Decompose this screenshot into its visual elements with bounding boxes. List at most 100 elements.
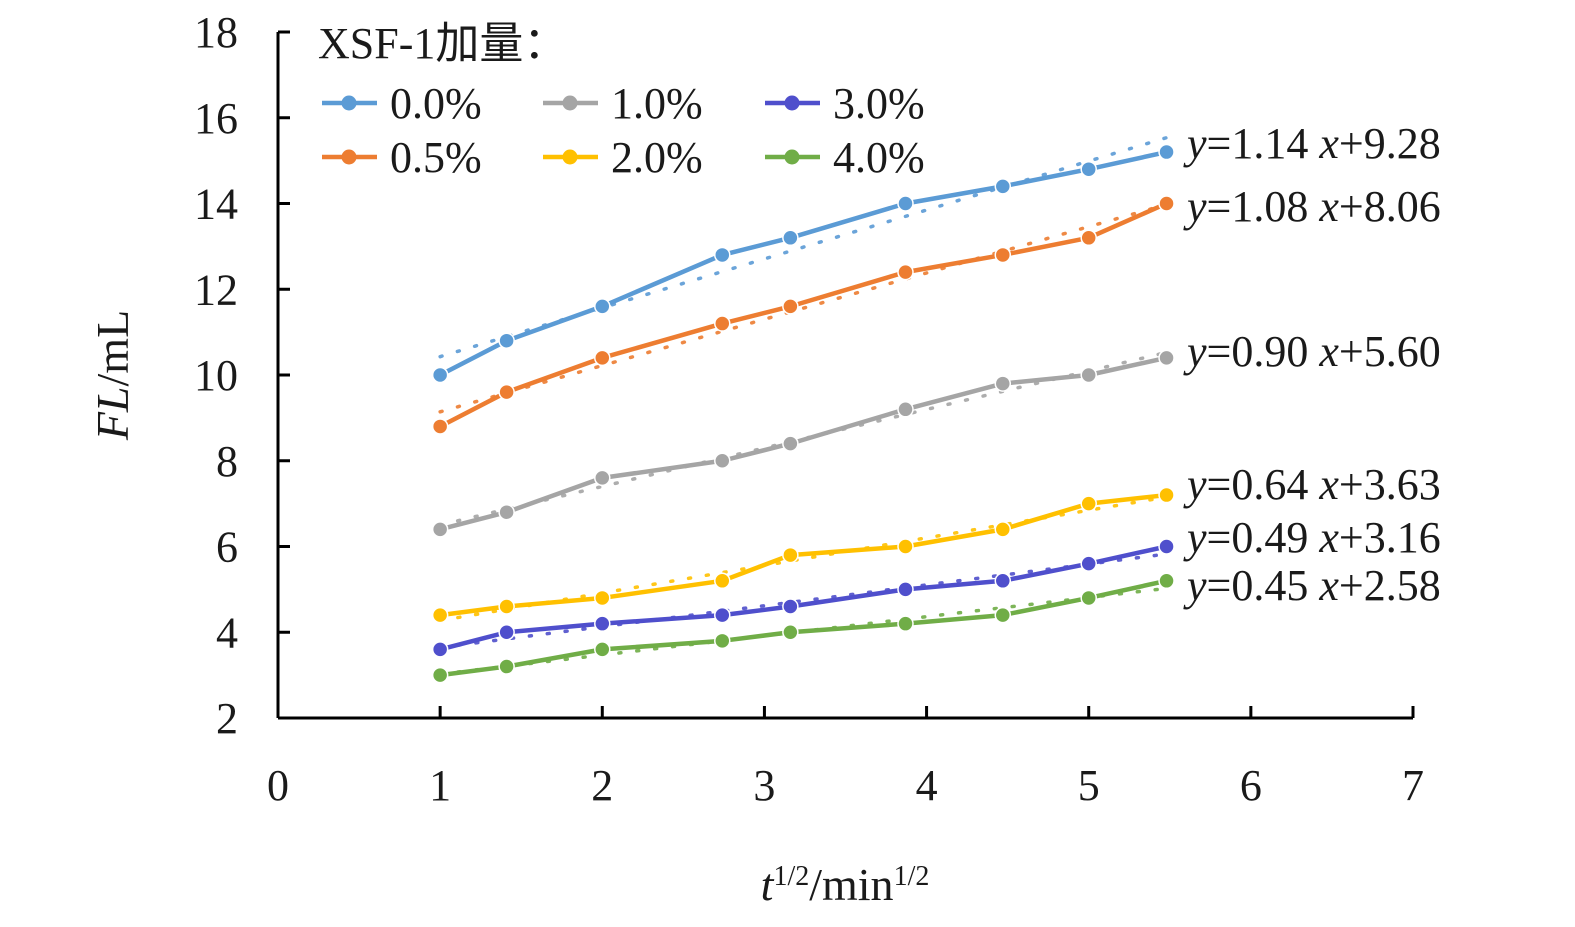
- data-point-3-0-: [498, 624, 515, 641]
- data-point-1-0-: [594, 469, 611, 487]
- x-tick-label: 7: [1402, 761, 1424, 810]
- legend-swatch-marker: [562, 149, 578, 165]
- equation-label-1-0-: y=0.90 x+5.60: [1183, 327, 1441, 376]
- equation-labels: y=1.14 x+9.28 y=1.08 x+8.06 y=0.90 x+5.60 y…: [1183, 119, 1441, 610]
- trendline-1-0-: [438, 350, 1169, 527]
- legend-swatch-marker: [784, 149, 800, 165]
- data-point-1-0-: [897, 401, 914, 418]
- legend-item-0-5-: 0.5%: [322, 133, 482, 182]
- equation-label-0-5-: y=1.08 x+8.06: [1183, 182, 1441, 231]
- x-axis-label-unit: /min: [809, 859, 893, 910]
- legend-swatch-marker: [341, 149, 357, 165]
- y-tick-label: 10: [194, 351, 238, 400]
- data-point-1-0-: [714, 452, 731, 469]
- trendlines: [438, 135, 1169, 676]
- equation-label-2-0-: y=0.64 x+3.63: [1183, 460, 1441, 509]
- data-point-2-0-: [1158, 486, 1175, 504]
- data-point-0-0-: [1080, 160, 1097, 178]
- y-axis-label-unit: /mL: [87, 310, 138, 387]
- data-point-1-0-: [431, 521, 449, 538]
- trendline-3-0-: [438, 552, 1169, 650]
- data-point-3-0-: [1080, 555, 1097, 572]
- y-axis-label-italic: FL: [87, 386, 138, 441]
- data-point-0-5-: [431, 418, 449, 435]
- data-point-2-0-: [1080, 495, 1097, 512]
- x-tick-label: 0: [267, 761, 289, 810]
- data-point-0-5-: [498, 383, 515, 401]
- y-tick-label: 12: [194, 265, 238, 314]
- data-point-1-0-: [994, 375, 1012, 392]
- data-point-4-0-: [498, 658, 515, 675]
- legend-label: 0.0%: [390, 79, 482, 128]
- legend-label: 4.0%: [833, 133, 925, 182]
- data-point-3-0-: [897, 581, 914, 598]
- series-lines: [431, 143, 1175, 684]
- x-tick-label: 4: [916, 761, 938, 810]
- x-tick-label: 6: [1240, 761, 1262, 810]
- legend-item-4-0-: 4.0%: [765, 133, 925, 182]
- data-point-0-5-: [897, 263, 914, 281]
- legend-label: 0.5%: [390, 133, 482, 182]
- y-tick-label: 6: [216, 523, 238, 572]
- x-axis-label: t1/2/min1/2: [761, 859, 930, 910]
- data-point-0-0-: [498, 332, 515, 349]
- y-tick-label: 2: [216, 694, 238, 743]
- data-point-0-0-: [714, 246, 731, 264]
- data-point-1-0-: [498, 503, 515, 521]
- x-tick-label: 2: [591, 761, 613, 810]
- data-point-0-5-: [714, 315, 731, 332]
- data-point-3-0-: [594, 615, 611, 632]
- legend-label: 2.0%: [611, 133, 703, 182]
- x-axis-label-sup1: 1/2: [773, 861, 809, 892]
- equation-label-4-0-: y=0.45 x+2.58: [1183, 561, 1441, 610]
- x-tick-label: 1: [429, 761, 451, 810]
- legend-item-0-0-: 0.0%: [322, 79, 482, 128]
- data-point-3-0-: [782, 598, 799, 615]
- data-point-4-0-: [431, 666, 449, 684]
- trendline-0-5-: [438, 202, 1169, 414]
- x-tick-label: 5: [1078, 761, 1100, 810]
- data-point-2-0-: [782, 546, 799, 564]
- series-line-0-0-: [439, 149, 1168, 377]
- data-point-4-0-: [714, 632, 731, 650]
- legend-title: XSF-1加量：: [318, 19, 567, 68]
- data-point-3-0-: [994, 572, 1012, 590]
- legend-swatch-marker: [562, 95, 578, 111]
- y-tick-label: 16: [194, 94, 238, 143]
- data-point-2-0-: [498, 598, 515, 615]
- data-point-2-0-: [714, 572, 731, 590]
- data-point-3-0-: [1158, 538, 1175, 555]
- x-tick-label: 3: [753, 761, 775, 810]
- legend-swatch-marker: [784, 95, 800, 111]
- data-point-0-0-: [994, 178, 1012, 195]
- data-point-4-0-: [782, 624, 799, 641]
- equation-label-3-0-: y=0.49 x+3.16: [1183, 513, 1441, 562]
- data-point-4-0-: [897, 615, 914, 632]
- data-point-0-5-: [1158, 195, 1175, 212]
- data-point-3-0-: [431, 641, 449, 658]
- legend-swatch-marker: [341, 95, 357, 111]
- data-point-0-0-: [431, 366, 449, 384]
- y-tick-label: 14: [194, 180, 238, 229]
- data-point-0-5-: [782, 298, 799, 315]
- y-tick-label: 8: [216, 437, 238, 486]
- equation-label-0-0-: y=1.14 x+9.28: [1183, 119, 1441, 168]
- data-point-0-0-: [782, 229, 799, 247]
- data-point-3-0-: [714, 606, 731, 624]
- data-point-0-0-: [897, 195, 914, 212]
- data-point-2-0-: [594, 589, 611, 607]
- data-point-0-5-: [994, 246, 1012, 264]
- series-line-2-0-: [439, 492, 1167, 618]
- data-point-2-0-: [897, 538, 914, 555]
- x-axis-label-var: t: [761, 859, 775, 910]
- x-axis-label-sup2: 1/2: [894, 861, 930, 892]
- data-point-1-0-: [1158, 349, 1175, 367]
- legend-label: 1.0%: [611, 79, 703, 128]
- series-line-1-0-: [439, 355, 1168, 532]
- data-point-4-0-: [994, 606, 1012, 624]
- legend: XSF-1加量： 0.0% 1.0% 3.0% 0.5% 2.0% 4.0%: [318, 19, 925, 182]
- y-axis-label: FL/mL: [87, 310, 138, 441]
- data-point-1-0-: [782, 435, 799, 452]
- series-line-0-5-: [439, 201, 1168, 429]
